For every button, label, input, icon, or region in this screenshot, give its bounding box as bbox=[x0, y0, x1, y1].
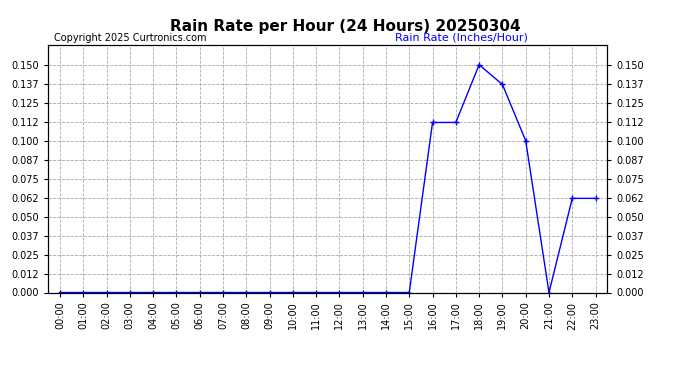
Text: Rain Rate per Hour (24 Hours) 20250304: Rain Rate per Hour (24 Hours) 20250304 bbox=[170, 19, 520, 34]
Text: Copyright 2025 Curtronics.com: Copyright 2025 Curtronics.com bbox=[54, 33, 206, 42]
Text: Rain Rate (Inches/Hour): Rain Rate (Inches/Hour) bbox=[395, 33, 528, 42]
